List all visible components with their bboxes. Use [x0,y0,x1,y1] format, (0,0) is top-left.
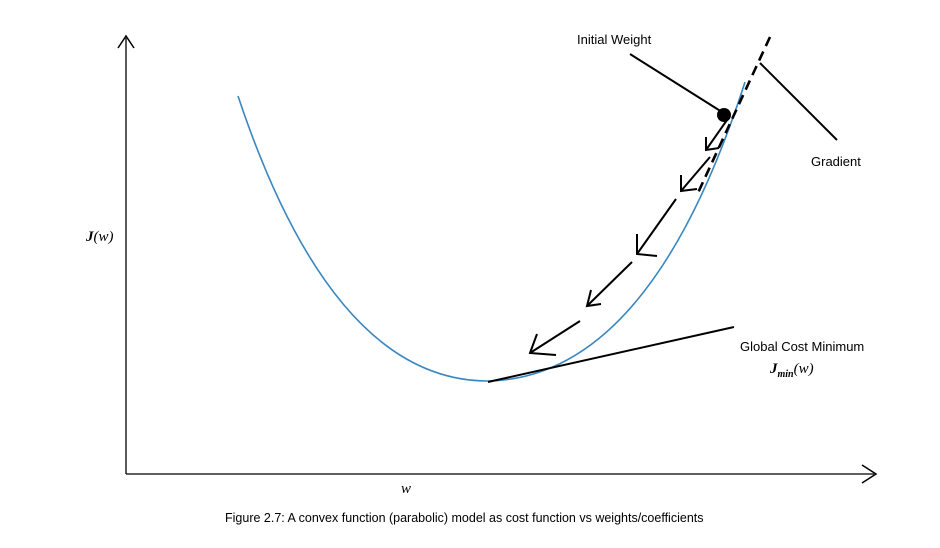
initial-weight-point [717,108,731,122]
jmin-argument: (w) [794,361,814,377]
descent-arrow-5 [528,320,581,356]
y-axis-arrowhead [117,34,135,49]
cost-curve [237,81,746,382]
y-axis-argument: (w) [94,229,114,245]
descent-arrow-4 [585,261,633,308]
jmin-symbol: J [769,361,778,377]
jmin-subscript: min [778,369,795,380]
x-axis-label: w [401,481,411,497]
initial-weight-leader [629,53,723,113]
figure-caption: Figure 2.7: A convex function (parabolic… [225,511,704,525]
gradient-tangent-line [695,36,772,196]
initial-weight-label: Initial Weight [577,32,652,47]
gradient-leader [759,62,838,141]
y-axis-symbol: J [85,229,94,245]
descent-arrow-2 [680,156,711,193]
descent-arrow-1 [705,119,728,152]
descent-arrows [528,119,728,356]
x-axis-arrowhead [861,464,878,484]
descent-arrow-3 [636,198,677,257]
global-minimum-label: Global Cost Minimum [740,339,864,354]
y-axis-label: J(w) [85,229,114,245]
jmin-label: Jmin(w) [769,361,814,380]
gradient-label: Gradient [811,154,861,169]
global-minimum-tangent-line [487,326,735,383]
